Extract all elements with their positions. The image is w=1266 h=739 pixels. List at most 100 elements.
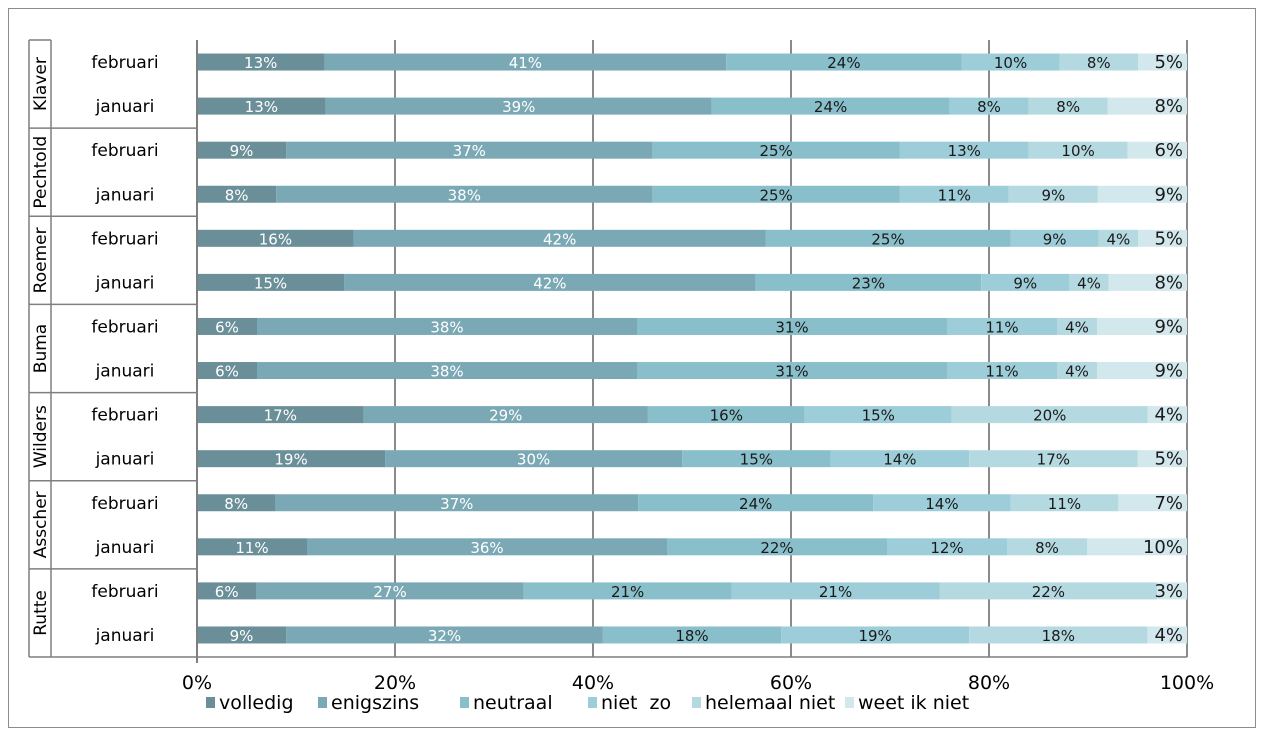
bar-segment [947,362,1057,380]
data-label: 15% [254,274,287,292]
data-label: 16% [710,407,743,425]
row-label: januari [95,362,155,382]
bar-segment [257,317,637,335]
bar-segment [667,538,887,556]
bar-segment [276,185,653,203]
bar-segment [1008,185,1098,203]
data-label: 11% [938,186,971,204]
bar-segment [1010,494,1119,512]
bar-segment [647,406,805,424]
data-label: 8% [1056,98,1080,116]
bar-segment [1127,141,1187,159]
bar-segment [899,185,1009,203]
row-label: februari [91,53,158,73]
legend-entry: volledig [219,692,294,714]
bar-segment [197,97,326,115]
data-label: 38% [430,318,463,336]
group-label: Wilders [31,405,51,468]
data-label: 24% [739,495,772,513]
group-label: Rutte [31,590,51,636]
data-label: 17% [264,407,297,425]
bar-segment [1069,273,1109,291]
bar-segment [325,97,712,115]
bar-segment [981,273,1070,291]
legend-swatch [845,697,854,708]
data-label: 30% [517,451,550,469]
bar-segment [711,97,950,115]
bar-segment [1057,362,1097,380]
bar-segment [197,317,257,335]
data-label: 7% [1154,493,1183,514]
data-label: 42% [543,230,576,248]
bar-segment [1118,494,1187,512]
data-label: 12% [930,539,963,557]
bar-segment [637,362,947,380]
stacked-bar-chart: 13% 41% 24% 10% 8% 5% 13% 39% 24% 8% 8% 8% 9% 37% 25% 1… [28,39,1214,714]
data-label: 21% [611,583,644,601]
data-label: 6% [1154,140,1183,161]
data-label: 24% [827,54,860,72]
data-label: 13% [948,142,981,160]
row-label: januari [95,626,155,646]
data-label: 9% [1154,316,1183,337]
row-label: februari [91,229,158,249]
bar-segment [197,229,354,247]
row-label: januari [95,538,155,558]
bar-segment [1107,97,1187,115]
data-label: 5% [1154,52,1183,73]
x-tick-label: 80% [968,672,1010,694]
bar-segment [286,141,653,159]
data-label: 38% [448,186,481,204]
data-label: 27% [373,583,406,601]
row-label: februari [91,317,158,337]
data-label: 4% [1106,230,1130,248]
legend-swatch [206,697,215,708]
bar-segment [353,229,766,247]
data-label: 6% [215,318,239,336]
data-label: 18% [675,627,708,645]
bar-segment [899,141,1029,159]
data-label: 11% [235,539,268,557]
data-label: 15% [862,407,895,425]
x-tick-label: 100% [1160,672,1214,694]
bar-segment [652,185,900,203]
bar-segment [830,450,970,468]
row-label: februari [91,406,158,426]
bar-segment [951,406,1148,424]
row-label: februari [91,494,158,514]
bar-segment [197,185,277,203]
data-label: 39% [502,98,535,116]
bar-segment [1147,626,1187,644]
data-label: 16% [259,230,292,248]
bar-segment [781,626,970,644]
data-label: 32% [428,627,461,645]
bar-segment [256,582,524,600]
data-label: 19% [274,451,307,469]
bar-segment [197,494,276,512]
bar-segment [682,450,831,468]
bar-segment [638,494,874,512]
data-label: 6% [215,583,239,601]
data-label: 42% [533,274,566,292]
bar-segment [755,273,982,291]
data-label: 17% [1037,451,1070,469]
legend-swatch [588,697,597,708]
data-label: 4% [1077,274,1101,292]
x-tick-label: 0% [182,672,212,694]
data-label: 9% [230,627,254,645]
row-label: januari [95,273,155,293]
bar-segment [197,626,287,644]
legend-entry: neutraal [473,692,553,714]
data-label: 13% [244,54,277,72]
bar-segment [385,450,683,468]
legend-entry: niet zo [601,692,671,714]
bar-segment [969,450,1138,468]
bar-segment [1059,53,1138,71]
data-label: 20% [1033,407,1066,425]
data-label: 36% [470,539,503,557]
data-label: 9% [230,142,254,160]
bar-segment [1097,185,1187,203]
group-label: Klaver [31,57,51,111]
data-label: 19% [858,627,891,645]
bar-segment [939,582,1158,600]
